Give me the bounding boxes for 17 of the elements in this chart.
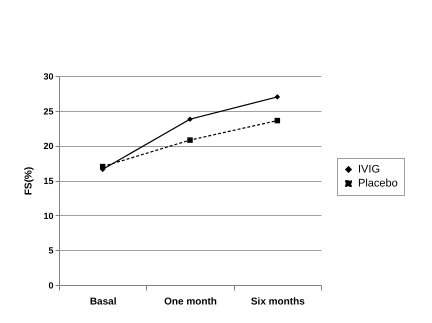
point [187,116,193,122]
y-tick-label: 10 [43,210,54,221]
y-tick-label: 30 [43,72,54,82]
y-axis-title: FS(%) [23,166,34,196]
x-tick-label: One month [164,296,217,308]
y-tick-label: 15 [43,176,54,186]
legend-label: Placebo [358,178,398,190]
legend-label: IVIG [358,164,380,176]
y-tick-label: 25 [43,106,54,116]
point [274,94,280,100]
x-tick-label: Basal [90,296,117,308]
point [187,137,193,143]
point [274,118,280,124]
y-tick-label: 5 [48,246,54,256]
x-tick-label: Six months [250,296,306,308]
y-tick-label: 20 [43,141,54,152]
y-tick-label: 0 [48,280,54,290]
